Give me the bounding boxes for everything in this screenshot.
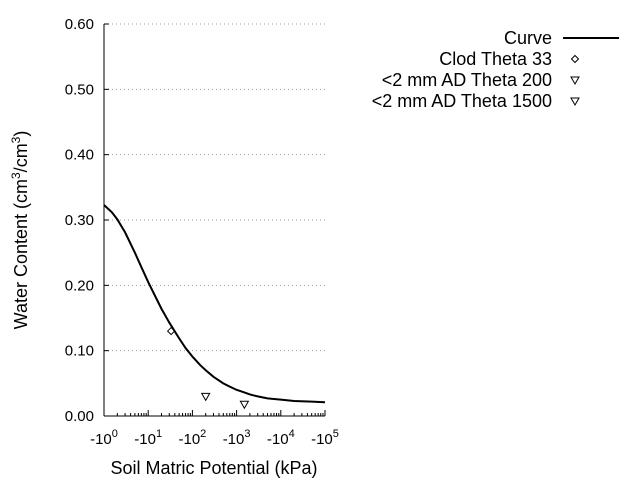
legend-marker: [570, 54, 580, 64]
x-tick-label-base: -10: [134, 431, 156, 448]
x-tick-label: -101: [134, 428, 162, 448]
legend-label: Clod Theta 33: [439, 49, 552, 69]
x-axis-title: Soil Matric Potential (kPa): [110, 458, 317, 478]
grid-lines: [104, 23, 325, 352]
data-point: [166, 326, 176, 336]
y-tick-label: 0.10: [65, 343, 94, 360]
legend-marker: [570, 97, 580, 107]
x-tick-label-base: -10: [311, 431, 333, 448]
x-tick-label: -104: [267, 428, 295, 448]
x-tick-label-exponent: 4: [289, 428, 295, 440]
y-axis-title-sup1: 3: [9, 172, 23, 179]
legend-label: Curve: [504, 28, 552, 48]
data-series: [103, 204, 326, 410]
x-tick-label-exponent: 2: [200, 428, 206, 440]
y-axis-title-main: Water Content (cm: [11, 179, 31, 329]
y-axis-title-end: ): [11, 131, 31, 137]
legend-label: <2 mm AD Theta 200: [382, 70, 552, 90]
legend-label: <2 mm AD Theta 1500: [372, 91, 552, 111]
x-tick-label-exponent: 5: [333, 428, 339, 440]
x-axis-ticks: -100 -101 -102 -103 -104 -105: [90, 410, 339, 448]
y-tick-label: 0.50: [65, 81, 94, 98]
x-tick-label-base: -10: [267, 431, 289, 448]
x-tick-label-base: -10: [90, 431, 112, 448]
x-tick-label: -102: [178, 428, 206, 448]
x-tick-label: -105: [311, 428, 339, 448]
x-tick-label-base: -10: [178, 431, 200, 448]
data-point: [239, 400, 250, 410]
y-axis-title: Water Content (cm3/cm3): [9, 131, 31, 330]
y-tick-label: 0.60: [65, 16, 94, 33]
y-axis-title-sup2: 3: [9, 136, 23, 143]
data-point: [200, 392, 211, 402]
y-axis-ticks: 0.00 0.10 0.20 0.30 0.40 0.50 0.60: [65, 16, 109, 425]
x-tick-label-exponent: 3: [244, 428, 250, 440]
x-tick-label-exponent: 0: [112, 428, 118, 440]
y-tick-label: 0.30: [65, 212, 94, 229]
y-tick-label: 0.00: [65, 408, 94, 425]
x-tick-label: -103: [223, 428, 251, 448]
curve-line: [103, 204, 326, 404]
x-tick-label-exponent: 1: [156, 428, 162, 440]
x-tick-label-base: -10: [223, 431, 245, 448]
y-axis-title-mid: /cm: [11, 143, 31, 172]
y-tick-label: 0.20: [65, 277, 94, 294]
y-tick-label: 0.40: [65, 147, 94, 164]
x-tick-label: -100: [90, 428, 118, 448]
legend-marker: [570, 76, 580, 86]
